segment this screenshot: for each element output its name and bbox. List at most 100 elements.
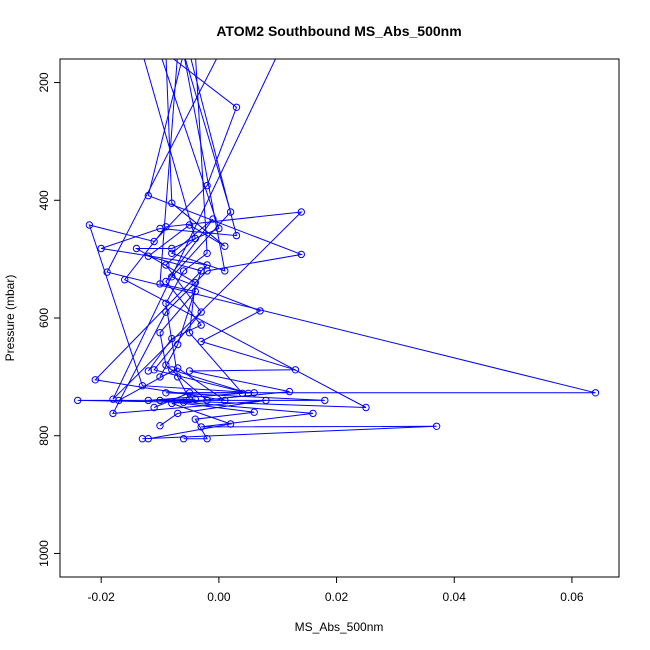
data-point	[85, 221, 94, 229]
series-line	[88, 59, 255, 408]
data-point	[321, 396, 329, 405]
data-point	[121, 276, 129, 284]
data-point	[168, 199, 176, 207]
data-point	[232, 231, 241, 240]
data-point	[156, 280, 164, 288]
data-point	[144, 396, 153, 405]
x-axis-label: MS_Abs_500nm	[295, 620, 384, 634]
series-9	[144, 59, 229, 375]
data-point	[221, 242, 229, 250]
series-line	[112, 59, 304, 427]
data-point	[244, 389, 253, 397]
data-point	[144, 435, 153, 443]
data-point	[162, 261, 170, 269]
data-point	[162, 308, 170, 316]
data-point	[197, 267, 205, 275]
series-10	[143, 59, 253, 397]
series-line	[165, 59, 208, 400]
data-point	[203, 181, 211, 190]
data-point	[97, 244, 105, 253]
series-8	[144, 59, 229, 381]
series-3	[109, 59, 370, 443]
data-point	[221, 396, 229, 405]
data-point	[297, 208, 305, 216]
data-point	[91, 376, 100, 384]
series-7	[132, 59, 247, 405]
series-line	[112, 59, 367, 440]
series-11	[156, 59, 211, 405]
x-tick-label: 0.04	[443, 590, 467, 604]
data-point	[226, 208, 235, 216]
y-axis-label: Pressure (mbar)	[3, 275, 17, 362]
data-point	[150, 403, 158, 412]
data-point	[185, 221, 194, 229]
data-point	[144, 252, 153, 260]
series-line	[147, 59, 226, 372]
data-point	[197, 423, 205, 431]
data-point	[197, 308, 205, 316]
data-point	[191, 395, 200, 403]
data-point	[191, 287, 200, 296]
series-1	[74, 59, 600, 443]
data-point	[150, 366, 158, 374]
y-tick-label: 200	[37, 72, 51, 92]
x-tick-label: 0.02	[325, 590, 349, 604]
data-point	[197, 337, 205, 346]
series-12	[162, 59, 211, 403]
data-point	[156, 329, 164, 337]
plot-area	[74, 59, 600, 443]
data-point	[362, 403, 370, 412]
data-point	[162, 361, 170, 369]
data-point	[262, 396, 270, 405]
data-point	[197, 321, 205, 329]
data-point	[156, 224, 164, 233]
series-line	[77, 59, 596, 440]
series-line	[147, 59, 226, 378]
data-point	[191, 415, 200, 423]
data-point	[209, 215, 217, 223]
data-point	[297, 250, 305, 259]
data-point	[232, 103, 241, 112]
data-point	[203, 249, 211, 258]
data-point	[221, 267, 229, 275]
data-point	[115, 396, 123, 405]
y-tick-label: 800	[37, 425, 51, 445]
data-point	[185, 329, 194, 337]
data-point	[174, 409, 182, 418]
data-point	[285, 387, 294, 396]
data-point	[162, 389, 170, 397]
x-tick-label: 0.06	[560, 590, 584, 604]
y-tick-label: 1000	[37, 540, 51, 567]
data-point	[432, 422, 441, 430]
data-point	[179, 267, 188, 275]
data-point	[168, 366, 176, 374]
data-point	[109, 409, 117, 418]
data-point	[250, 408, 258, 416]
data-point	[215, 224, 223, 233]
data-point	[256, 307, 264, 315]
series-4	[109, 59, 305, 430]
data-point	[168, 244, 176, 253]
data-point	[168, 249, 176, 258]
data-point	[226, 420, 235, 428]
data-point	[144, 191, 153, 200]
data-point	[191, 234, 200, 243]
series-line	[134, 59, 244, 401]
data-point	[74, 396, 82, 405]
data-point	[291, 366, 300, 374]
data-point	[191, 279, 200, 287]
series-line	[159, 59, 208, 401]
data-point	[179, 435, 188, 443]
x-tick-label: 0.00	[207, 590, 231, 604]
plot-frame	[59, 58, 620, 578]
data-point	[150, 237, 158, 246]
data-point	[203, 261, 211, 269]
data-point	[203, 435, 211, 443]
y-tick-label: 400	[37, 190, 51, 210]
data-point	[156, 373, 164, 381]
data-point	[162, 299, 170, 307]
data-point	[185, 367, 194, 375]
data-point	[103, 268, 111, 276]
